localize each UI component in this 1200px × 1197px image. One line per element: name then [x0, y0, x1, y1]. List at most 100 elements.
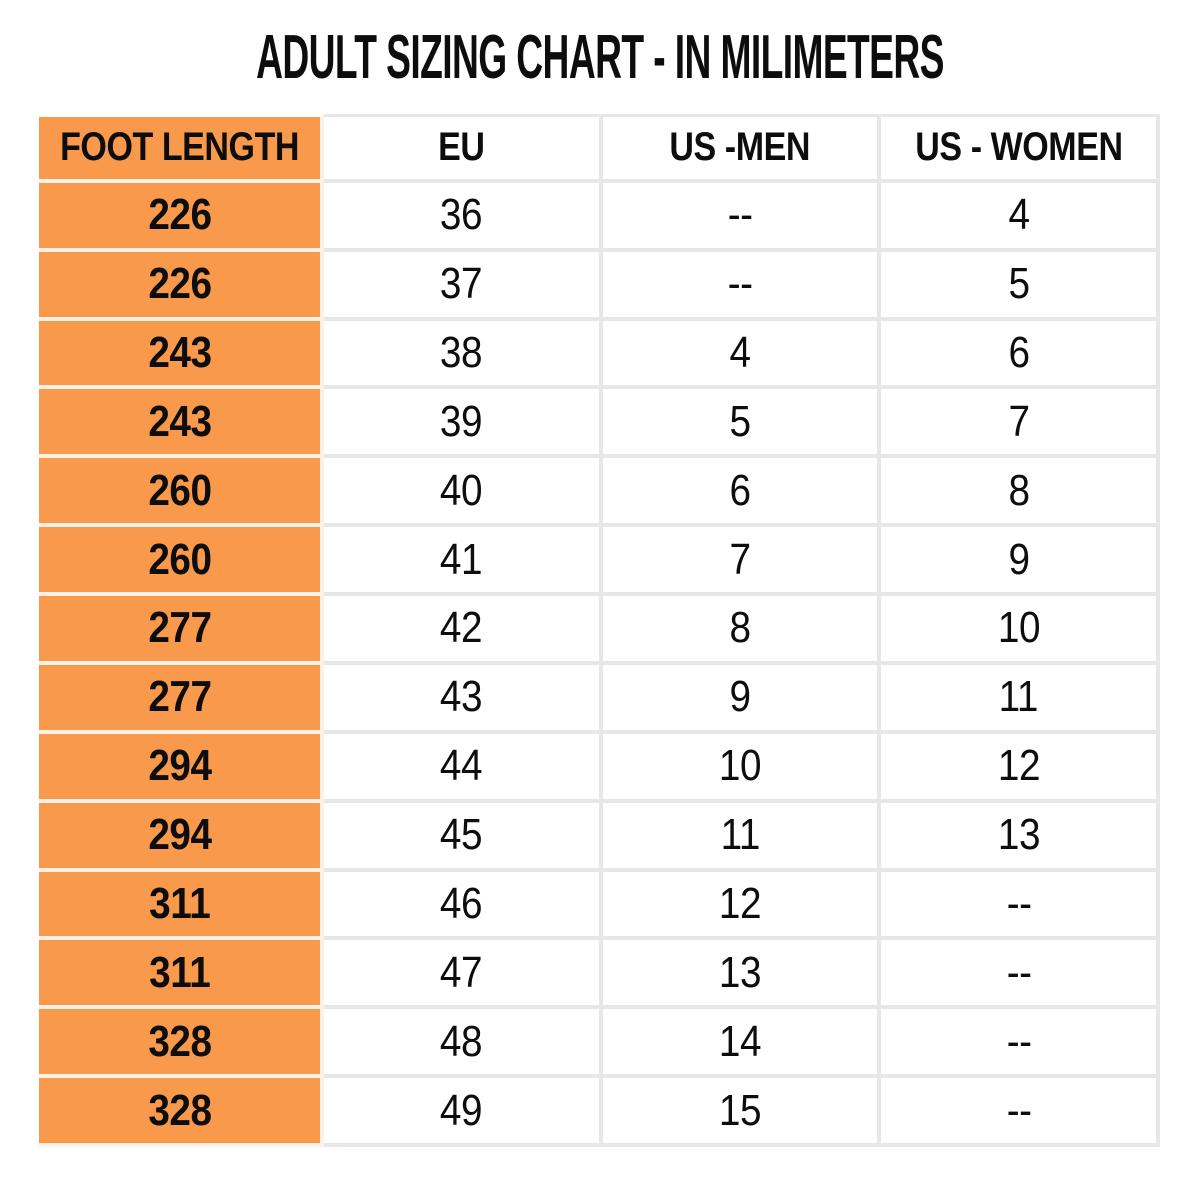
cell-value: 11 — [720, 810, 760, 860]
us-women-cell: 13 — [881, 802, 1160, 872]
cell-value: 6 — [729, 465, 752, 515]
foot-length-cell: 294 — [39, 733, 325, 803]
cell-value: 7 — [729, 534, 752, 584]
column-header-label: FOOT LENGTH — [60, 125, 300, 170]
us-men-cell: 5 — [602, 389, 882, 459]
cell-value: 15 — [718, 1085, 762, 1135]
us-women-cell: -- — [881, 1009, 1160, 1079]
eu-cell: 48 — [324, 1009, 603, 1079]
us-women-cell: 10 — [881, 596, 1160, 665]
cell-value: 260 — [147, 465, 212, 515]
foot-length-cell: 260 — [39, 527, 325, 597]
column-header-eu: EU — [324, 114, 603, 183]
eu-cell: 47 — [324, 940, 603, 1010]
cell-value: 39 — [440, 396, 483, 446]
cell-value: -- — [1006, 1016, 1032, 1066]
cell-value: 226 — [147, 190, 212, 240]
cell-value: 36 — [440, 190, 483, 240]
cell-value: 10 — [718, 741, 762, 791]
cell-value: 44 — [440, 741, 483, 791]
us-women-cell: -- — [881, 940, 1160, 1010]
foot-length-cell: 277 — [39, 596, 325, 665]
us-men-cell: 11 — [602, 802, 882, 872]
cell-value: 311 — [148, 947, 211, 997]
us-women-cell: 7 — [881, 389, 1160, 459]
cell-value: -- — [1006, 947, 1032, 997]
column-header-label: US - WOMEN — [915, 125, 1123, 170]
us-women-cell: 6 — [881, 320, 1160, 390]
cell-value: 4 — [1008, 190, 1030, 240]
us-women-cell: -- — [881, 1078, 1160, 1147]
cell-value: -- — [1006, 878, 1032, 928]
us-men-cell: 13 — [602, 940, 882, 1010]
foot-length-cell: 260 — [39, 458, 325, 528]
sizing-table: FOOT LENGTH EU US -MEN US - WOMEN 226 36 -… — [39, 114, 1160, 1147]
cell-value: -- — [727, 190, 753, 240]
foot-length-cell: 243 — [39, 389, 325, 459]
foot-length-cell: 226 — [39, 251, 325, 321]
us-men-cell: -- — [602, 251, 882, 321]
cell-value: 9 — [729, 672, 752, 722]
us-men-cell: 7 — [602, 527, 882, 597]
us-men-cell: 15 — [602, 1078, 882, 1147]
cell-value: 7 — [1008, 396, 1030, 446]
column-header-us-women: US - WOMEN — [881, 114, 1160, 183]
cell-value: 13 — [718, 947, 762, 997]
cell-value: -- — [1006, 1085, 1032, 1135]
cell-value: 277 — [147, 603, 212, 653]
cell-value: 43 — [440, 672, 483, 722]
column-header-label: US -MEN — [669, 125, 811, 170]
cell-value: 46 — [440, 878, 483, 928]
cell-value: 5 — [729, 396, 752, 446]
us-men-cell: 4 — [602, 320, 882, 390]
eu-cell: 43 — [324, 664, 603, 734]
eu-cell: 37 — [324, 251, 603, 321]
us-women-cell: 8 — [881, 458, 1160, 528]
cell-value: 277 — [147, 672, 212, 722]
foot-length-cell: 328 — [39, 1078, 325, 1147]
cell-value: -- — [727, 259, 753, 309]
foot-length-cell: 277 — [39, 664, 325, 734]
cell-value: 294 — [147, 741, 212, 791]
us-women-cell: 12 — [881, 733, 1160, 803]
cell-value: 260 — [147, 534, 212, 584]
foot-length-cell: 294 — [39, 802, 325, 872]
column-header-us-men: US -MEN — [602, 114, 882, 183]
eu-cell: 42 — [324, 596, 603, 665]
us-women-cell: -- — [881, 871, 1160, 941]
cell-value: 13 — [997, 810, 1041, 860]
cell-value: 40 — [440, 465, 483, 515]
cell-value: 47 — [440, 947, 483, 997]
us-women-cell: 9 — [881, 527, 1160, 597]
eu-cell: 45 — [324, 802, 603, 872]
cell-value: 8 — [729, 603, 752, 653]
us-men-cell: 10 — [602, 733, 882, 803]
eu-cell: 44 — [324, 733, 603, 803]
us-women-cell: 5 — [881, 251, 1160, 321]
cell-value: 11 — [999, 672, 1039, 722]
foot-length-cell: 328 — [39, 1009, 325, 1079]
cell-value: 4 — [729, 328, 752, 378]
foot-length-cell: 311 — [39, 940, 325, 1010]
us-men-cell: 14 — [602, 1009, 882, 1079]
cell-value: 41 — [440, 534, 483, 584]
us-men-cell: 9 — [602, 664, 882, 734]
cell-value: 8 — [1008, 465, 1030, 515]
us-women-cell: 11 — [881, 664, 1160, 734]
cell-value: 38 — [440, 328, 483, 378]
eu-cell: 40 — [324, 458, 603, 528]
cell-value: 5 — [1008, 259, 1030, 309]
foot-length-cell: 243 — [39, 320, 325, 390]
cell-value: 311 — [148, 878, 211, 928]
cell-value: 6 — [1008, 328, 1030, 378]
cell-value: 42 — [440, 603, 483, 653]
eu-cell: 38 — [324, 320, 603, 390]
cell-value: 226 — [147, 259, 212, 309]
cell-value: 12 — [997, 741, 1041, 791]
cell-value: 294 — [147, 810, 212, 860]
cell-value: 45 — [440, 810, 483, 860]
cell-value: 243 — [147, 328, 212, 378]
cell-value: 12 — [718, 878, 762, 928]
cell-value: 243 — [147, 396, 212, 446]
